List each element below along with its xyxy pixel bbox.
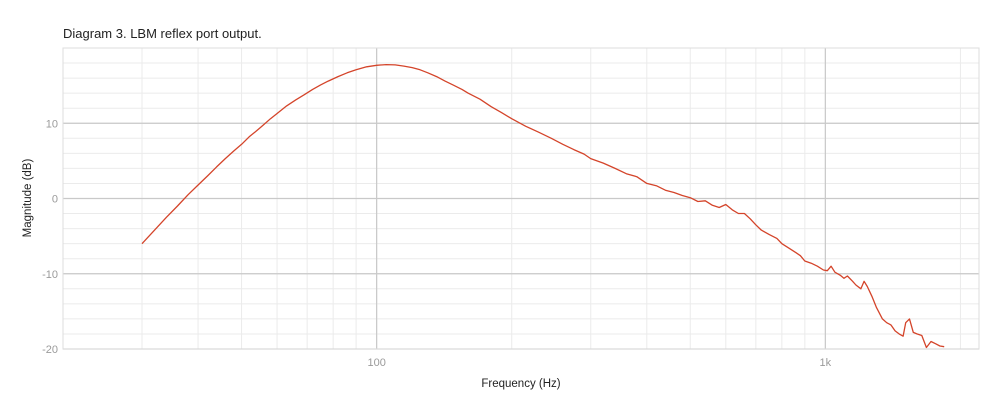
y-tick-label: -20 (42, 344, 58, 356)
series-line (141, 63, 945, 349)
y-tick-label: -10 (42, 269, 58, 281)
x-tick-label: 1k (820, 357, 832, 369)
x-axis-label: Frequency (Hz) (481, 378, 560, 390)
y-tick-label: 0 (52, 194, 58, 206)
series-group (141, 63, 945, 349)
y-axis-label: Magnitude (dB) (22, 159, 34, 238)
y-tick-label: 10 (46, 118, 58, 130)
x-tick-label: 100 (367, 357, 385, 369)
plot-area-frame (62, 47, 980, 350)
chart-title: Diagram 3. LBM reflex port output. (63, 26, 262, 41)
